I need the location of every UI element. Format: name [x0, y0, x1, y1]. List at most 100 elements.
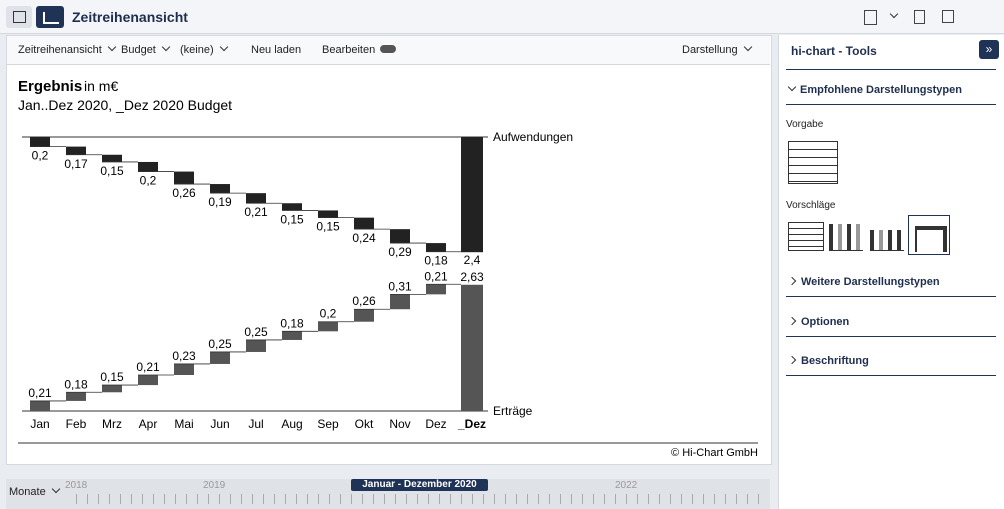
- x-tick-label: Jun: [210, 417, 229, 431]
- toolbar-item[interactable]: (keine): [180, 42, 228, 56]
- value-label: 0,21: [136, 360, 160, 374]
- bar-type-icon[interactable]: [870, 230, 904, 251]
- x-tick-label: Nov: [389, 417, 410, 431]
- value-label: 0,24: [352, 231, 376, 245]
- chart-card: [6, 35, 772, 465]
- x-tick-label: Okt: [355, 417, 374, 431]
- bar: [102, 154, 122, 162]
- bar: [282, 331, 302, 340]
- timeline-range[interactable]: Januar - Dezember 2020: [351, 479, 488, 491]
- bar: [318, 210, 338, 218]
- table-view-button[interactable]: [6, 6, 32, 28]
- bar: [210, 184, 230, 194]
- value-label: 0,21: [424, 269, 448, 283]
- chart-title: Ergebnis: [18, 78, 82, 95]
- bar: [66, 392, 86, 401]
- value-label: 0,25: [208, 337, 232, 351]
- toolbar-item[interactable]: Darstellung: [682, 42, 752, 56]
- bar: [30, 137, 50, 147]
- toolbar-item[interactable]: Budget: [121, 42, 171, 56]
- export-menu[interactable]: [884, 7, 899, 25]
- divider: [786, 296, 996, 297]
- bar: [390, 294, 410, 310]
- pdf-button[interactable]: [914, 10, 925, 24]
- value-label: 0,23: [172, 349, 196, 363]
- value-label: 0,2: [32, 149, 49, 163]
- series-label: Aufwendungen: [493, 130, 573, 144]
- timeline-ticks: [76, 494, 766, 504]
- bar: [246, 339, 266, 352]
- timeline-year: 2022: [615, 480, 638, 491]
- bar: [426, 284, 446, 295]
- value-label: 2,63: [460, 270, 484, 284]
- value-label: 0,15: [100, 164, 124, 178]
- value-label: 0,15: [280, 212, 304, 226]
- value-label: 0,31: [388, 279, 412, 293]
- excel-button[interactable]: [864, 10, 877, 25]
- bar: [174, 171, 194, 185]
- bar: [246, 193, 266, 204]
- value-label: 0,29: [388, 245, 412, 259]
- x-tick-label: Aug: [281, 417, 302, 431]
- divider: [786, 336, 996, 337]
- bar: [138, 161, 158, 172]
- bar-type-icon[interactable]: [829, 224, 863, 251]
- table-type-icon[interactable]: [788, 141, 838, 184]
- toolbar-item[interactable]: Bearbeiten: [322, 44, 397, 56]
- section-header[interactable]: Empfohlene Darstellungstypen: [787, 82, 962, 96]
- x-tick-label: Mrz: [102, 417, 122, 431]
- value-label: 0,15: [100, 370, 124, 384]
- table-type-icon[interactable]: [788, 222, 824, 251]
- value-label: 0,26: [352, 294, 376, 308]
- toolbar-item[interactable]: Neu laden: [251, 44, 302, 56]
- value-label: 0,18: [64, 377, 88, 391]
- value-label: 0,2: [140, 174, 157, 188]
- bar: [210, 351, 230, 364]
- chart-subtitle: Jan..Dez 2020, _Dez 2020 Budget: [18, 97, 232, 113]
- bar: [318, 321, 338, 332]
- divider: [786, 104, 996, 105]
- save-button[interactable]: [942, 10, 954, 23]
- bar: [426, 243, 446, 252]
- chart-footer: © Hi-Chart GmbH: [671, 447, 758, 459]
- view-title: Zeitreihenansicht: [72, 9, 188, 25]
- x-tick-label: Jul: [248, 417, 263, 431]
- total-bar: [461, 284, 483, 411]
- app-header: Zeitreihenansicht: [0, 0, 1004, 34]
- value-label: 0,19: [208, 195, 232, 209]
- value-label: 0,21: [28, 386, 52, 400]
- bar: [282, 203, 302, 211]
- series-label: Erträge: [493, 404, 533, 418]
- bar: [354, 217, 374, 230]
- timeline-unit[interactable]: Monate: [9, 484, 60, 498]
- value-label: 0,25: [244, 325, 268, 339]
- bar: [30, 400, 50, 411]
- chart: Ergebnis in m€ Jan..Dez 2020, _Dez 2020 …: [18, 78, 758, 459]
- x-tick-label: Jan: [30, 417, 49, 431]
- chart-unit: in m€: [84, 78, 118, 94]
- value-label: 2,4: [464, 253, 481, 267]
- bar: [174, 363, 194, 375]
- x-tick-label: Feb: [66, 417, 87, 431]
- section-header[interactable]: Beschriftung: [787, 355, 869, 367]
- bar: [354, 309, 374, 322]
- divider: [786, 69, 996, 70]
- x-tick-label: Sep: [317, 417, 339, 431]
- waterfall-type-icon[interactable]: [908, 215, 950, 255]
- timeline-year: 2018: [65, 480, 88, 491]
- section-header[interactable]: Optionen: [787, 316, 849, 328]
- timeline: Monate 2018 2019 2022 Januar - Dezember …: [6, 479, 770, 509]
- chart-view-button[interactable]: [36, 6, 64, 28]
- default-label: Vorgabe: [786, 119, 824, 130]
- value-label: 0,17: [64, 157, 88, 171]
- x-tick-label: _Dez: [457, 417, 486, 431]
- section-header[interactable]: Weitere Darstellungstypen: [787, 276, 940, 288]
- x-tick-label: Mai: [174, 417, 193, 431]
- collapse-button[interactable]: »: [979, 40, 999, 59]
- x-tick-label: Dez: [425, 417, 446, 431]
- bar: [102, 385, 122, 393]
- bar: [66, 146, 86, 155]
- toolbar-item[interactable]: Zeitreihenansicht: [18, 42, 117, 56]
- timeline-year: 2019: [203, 480, 226, 491]
